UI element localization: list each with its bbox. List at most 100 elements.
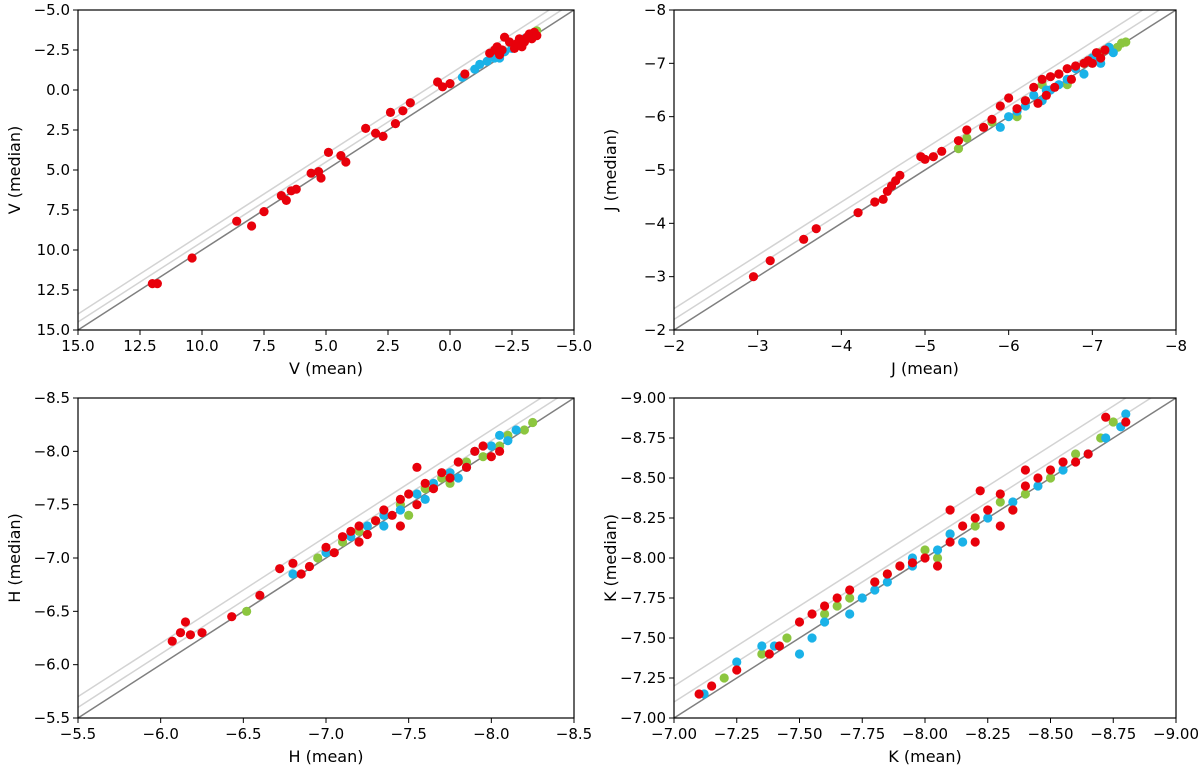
xtick-label-k-4: −8.00: [902, 725, 948, 743]
ylabel-v: V (median): [5, 126, 24, 215]
point-k-green-0: [719, 673, 729, 683]
point-k-green-7: [920, 545, 930, 555]
xtick-label-j-3: −5: [914, 337, 936, 355]
ytick-label-j-4: −6: [644, 108, 666, 126]
point-k-red-30: [945, 505, 955, 515]
xtick-label-k-3: −7.75: [839, 725, 885, 743]
xtick-label-v-4: 5.0: [314, 337, 338, 355]
point-h-green-1: [313, 553, 323, 563]
point-k-red-15: [932, 561, 943, 571]
point-v-red-7: [281, 195, 291, 205]
point-v-red-10: [306, 168, 316, 178]
xtick-label-v-3: 7.5: [252, 337, 276, 355]
point-h-red-0: [167, 636, 177, 646]
point-k-red-24: [1045, 465, 1056, 475]
xtick-label-h-4: −7.5: [390, 725, 426, 743]
point-v-red-13: [323, 147, 334, 157]
point-k-red-28: [1101, 412, 1111, 422]
point-v-red-14: [336, 151, 346, 161]
point-h-red-35: [354, 537, 364, 547]
point-k-green-1: [757, 649, 767, 659]
point-k-red-13: [907, 558, 918, 568]
point-j-red-5: [870, 197, 880, 207]
point-h-blue-12: [503, 436, 513, 446]
ytick-label-j-5: −7: [644, 54, 666, 72]
point-h-blue-5: [395, 505, 405, 515]
point-k-green-16: [832, 601, 842, 611]
point-h-red-3: [185, 630, 196, 640]
point-j-green-13: [953, 144, 964, 154]
point-j-blue-0: [1004, 112, 1014, 122]
xtick-label-v-1: 12.5: [123, 337, 156, 355]
point-h-red-26: [445, 473, 455, 483]
point-h-red-2: [180, 617, 191, 627]
point-k-green-10: [995, 497, 1005, 507]
point-h-red-4: [197, 628, 207, 638]
point-h-red-7: [275, 564, 285, 574]
point-j-red-25: [1037, 74, 1047, 84]
point-k-blue-18: [1101, 433, 1111, 443]
point-j-red-10: [895, 170, 905, 180]
point-k-red-25: [1058, 457, 1068, 467]
point-j-red-27: [1045, 72, 1056, 82]
ytick-label-j-2: −4: [644, 214, 666, 232]
point-k-red-17: [958, 521, 968, 531]
point-h-blue-11: [486, 441, 496, 451]
point-k-blue-1: [732, 657, 742, 667]
ytick-label-k-1: −7.25: [620, 669, 666, 687]
xtick-label-v-2: 10.0: [185, 337, 218, 355]
point-k-blue-7: [845, 609, 855, 619]
point-k-red-5: [794, 617, 805, 627]
point-h-red-8: [288, 558, 298, 568]
point-h-red-16: [362, 529, 372, 540]
xtick-label-v-5: 2.5: [376, 337, 400, 355]
ytick-label-h-3: −7.0: [34, 549, 70, 567]
ytick-label-v-3: 7.5: [46, 201, 70, 219]
ytick-label-k-2: −7.50: [620, 629, 666, 647]
xtick-label-h-0: −5.5: [60, 725, 96, 743]
point-j-red-14: [937, 146, 947, 156]
point-h-red-1: [175, 628, 186, 638]
point-v-red-22: [405, 98, 415, 108]
point-k-green-4: [845, 593, 855, 603]
point-v-red-43: [532, 30, 542, 41]
ytick-label-k-4: −8.00: [620, 549, 666, 567]
point-j-red-1: [765, 256, 775, 266]
ytick-label-v-7: −2.5: [34, 41, 70, 59]
point-v-blue-3: [482, 56, 492, 66]
point-j-red-35: [1087, 58, 1097, 68]
point-k-red-23: [1033, 473, 1043, 483]
point-v-red-33: [504, 37, 515, 47]
ytick-label-h-2: −6.5: [34, 602, 70, 620]
xtick-label-k-5: −8.25: [965, 725, 1011, 743]
xtick-label-h-6: −8.5: [556, 725, 592, 743]
ytick-label-v-0: 15.0: [37, 321, 70, 339]
point-k-blue-14: [1008, 497, 1018, 507]
xlabel-j: J (mean): [890, 359, 959, 378]
diagonal-line-v: [78, 10, 574, 330]
point-h-red-30: [478, 441, 488, 451]
point-k-red-14: [920, 553, 930, 563]
ytick-label-h-6: −8.5: [34, 389, 70, 407]
point-v-red-19: [385, 107, 396, 117]
point-h-blue-17: [495, 430, 505, 440]
point-k-red-9: [845, 585, 855, 595]
point-j-red-0: [748, 272, 759, 282]
point-k-green-2: [782, 633, 792, 643]
point-k-red-1: [707, 681, 717, 691]
point-k-red-16: [945, 537, 955, 547]
xtick-label-k-0: −7.00: [651, 725, 697, 743]
ytick-label-k-8: −9.00: [620, 389, 666, 407]
point-j-red-2: [799, 234, 809, 244]
point-k-blue-19: [1121, 409, 1131, 419]
xtick-label-k-8: −9.00: [1153, 725, 1199, 743]
panel-h: −5.5 −6.0 −6.5 −7.0 −7.5 −8.0 −8.5 −5.5 −6.0 −6.5…: [5, 389, 592, 766]
point-h-red-24: [428, 484, 439, 494]
ytick-label-h-1: −6.0: [34, 656, 70, 674]
point-v-red-24: [437, 82, 448, 92]
point-j-red-29: [1054, 69, 1064, 79]
point-k-green-18: [932, 553, 943, 563]
point-j-red-17: [978, 122, 989, 132]
point-k-red-4: [774, 641, 785, 651]
